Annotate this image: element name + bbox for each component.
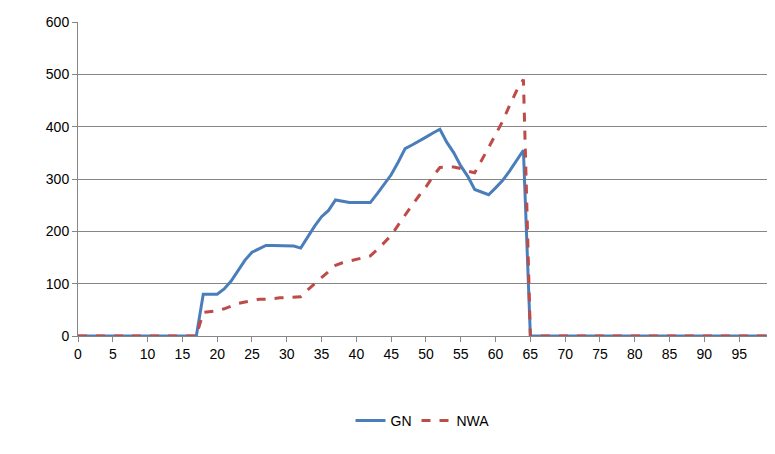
svg-text:25: 25 [244,346,260,362]
svg-text:0: 0 [61,328,69,344]
svg-text:400: 400 [46,119,70,135]
svg-text:85: 85 [662,346,678,362]
svg-text:GN: GN [391,413,412,429]
svg-text:300: 300 [46,171,70,187]
svg-text:45: 45 [383,346,399,362]
svg-text:5: 5 [109,346,117,362]
svg-text:500: 500 [46,66,70,82]
svg-text:0: 0 [74,346,82,362]
svg-text:65: 65 [523,346,539,362]
svg-text:70: 70 [557,346,573,362]
svg-text:600: 600 [46,14,70,30]
svg-text:20: 20 [209,346,225,362]
svg-text:40: 40 [349,346,365,362]
svg-text:35: 35 [314,346,330,362]
svg-text:90: 90 [697,346,713,362]
svg-text:NWA: NWA [457,413,490,429]
svg-text:50: 50 [418,346,434,362]
svg-text:80: 80 [627,346,643,362]
svg-text:200: 200 [46,223,70,239]
svg-text:100: 100 [46,276,70,292]
svg-text:10: 10 [140,346,156,362]
svg-text:75: 75 [592,346,608,362]
svg-text:30: 30 [279,346,295,362]
svg-text:15: 15 [175,346,191,362]
svg-text:55: 55 [453,346,469,362]
svg-text:60: 60 [488,346,504,362]
svg-text:95: 95 [731,346,747,362]
